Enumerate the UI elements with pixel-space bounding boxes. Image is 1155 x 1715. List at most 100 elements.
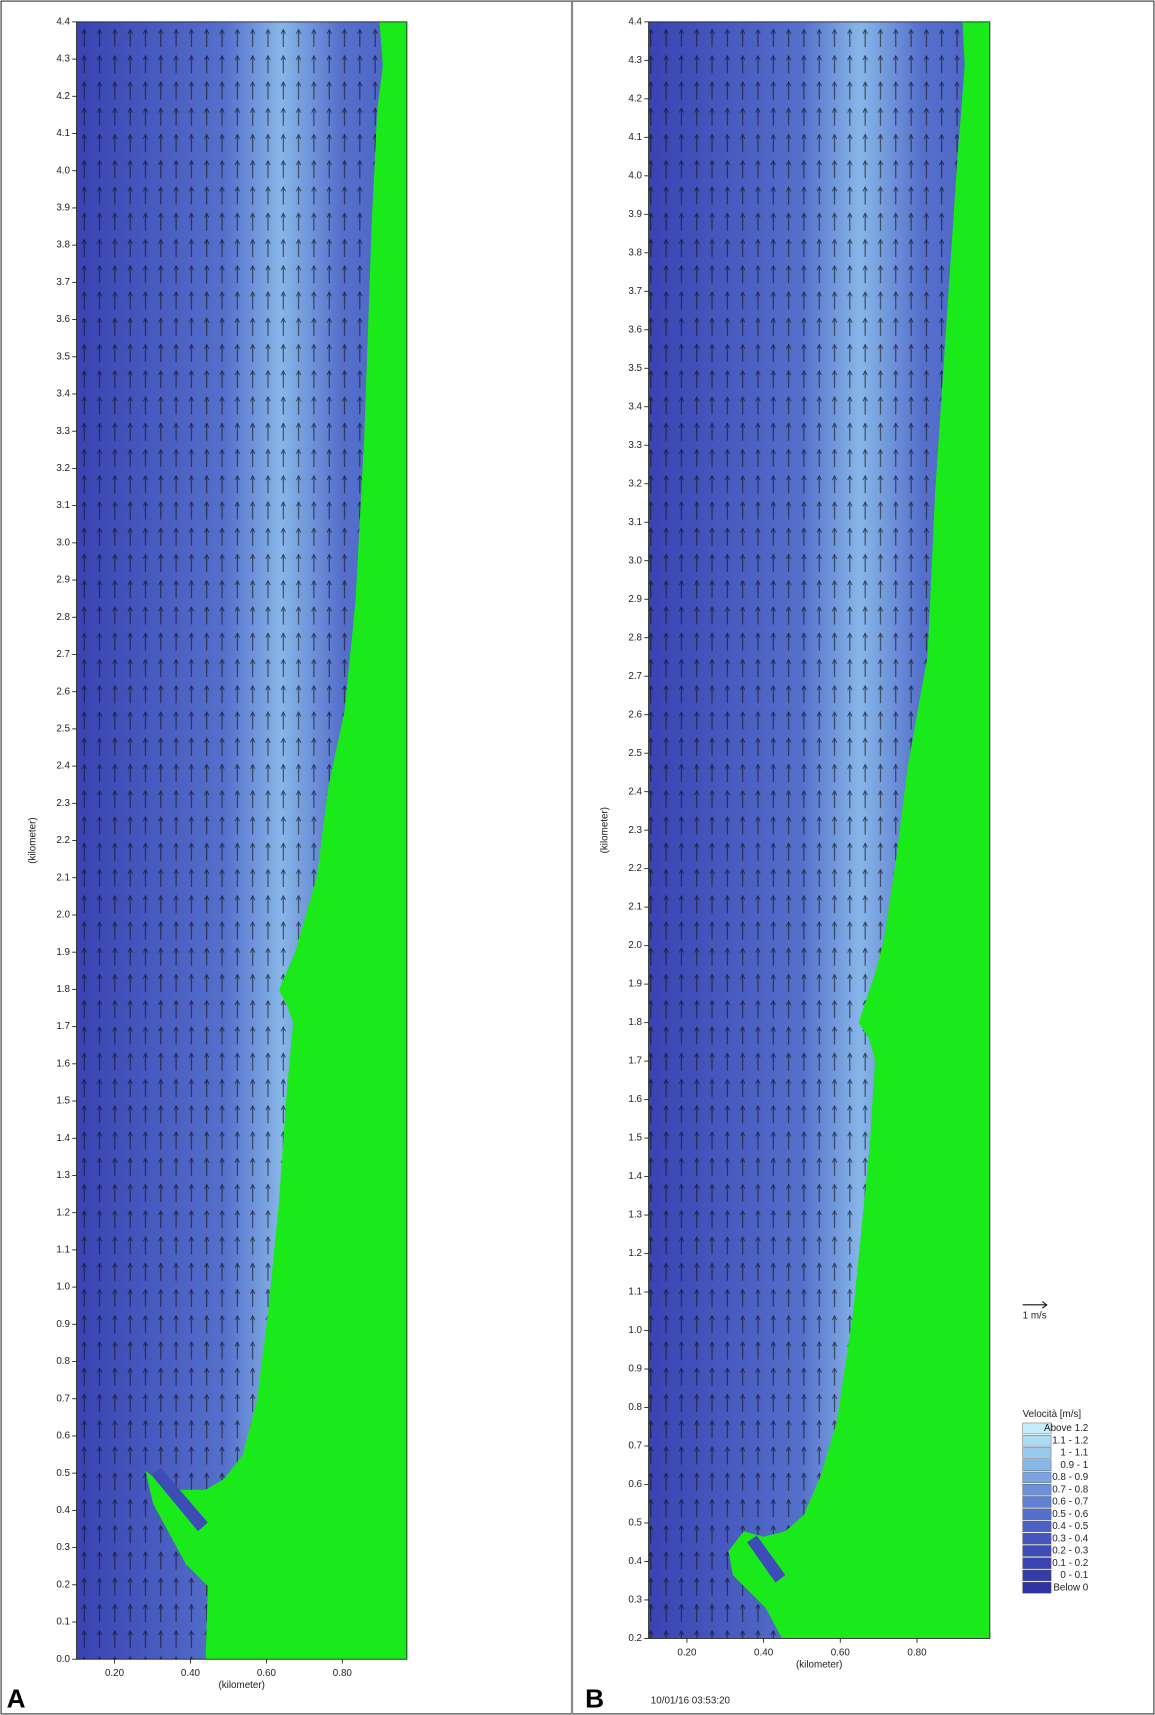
legend-label: 0.6 - 0.7	[1052, 1497, 1088, 1508]
y-tick-label: 1.2	[628, 1248, 642, 1259]
y-tick-label: 3.4	[628, 401, 642, 412]
x-tick-label: 0.40	[754, 1647, 774, 1658]
y-tick-label: 3.3	[56, 426, 70, 437]
y-tick-label: 2.0	[628, 940, 642, 951]
y-tick-label: 0.7	[628, 1441, 642, 1452]
y-tick-label: 2.0	[56, 910, 70, 921]
y-tick-label: 2.9	[628, 594, 642, 605]
figure: 0.0 0.1 0.2 0.3 0.4 0.5 0.6 0.7 0.8 0.9 1.0 1.1 1.2 1…	[0, 0, 1155, 1715]
y-tick-label: 3.8	[628, 247, 642, 258]
y-tick-label: 2.5	[628, 748, 642, 759]
legend-label: Below 0	[1053, 1582, 1088, 1593]
y-tick-label: 0.9	[628, 1364, 642, 1375]
legend-label: 0.9 - 1	[1060, 1460, 1088, 1471]
y-tick-label: 1.3	[628, 1210, 642, 1221]
y-tick-label: 0.2	[628, 1633, 642, 1644]
legend-label: 0.1 - 0.2	[1052, 1558, 1088, 1569]
y-tick-label: 1.5	[56, 1096, 70, 1107]
legend-swatch	[1023, 1570, 1051, 1581]
y-tick-label: 1.7	[56, 1021, 70, 1032]
legend-swatch	[1023, 1521, 1051, 1532]
y-tick-label: 0.0	[56, 1654, 70, 1665]
y-tick-label: 0.3	[628, 1595, 642, 1606]
timestamp: 10/01/16 03:53:20	[651, 1695, 731, 1706]
legend-label: 1 - 1.1	[1060, 1448, 1088, 1459]
y-tick-label: 2.5	[56, 724, 70, 735]
legend-label: 1.1 - 1.2	[1052, 1435, 1088, 1446]
y-tick-label: 0.7	[56, 1393, 70, 1404]
y-tick-label: 3.7	[628, 286, 642, 297]
legend-swatch	[1023, 1460, 1051, 1471]
y-tick-label: 2.4	[56, 761, 70, 772]
legend-swatch	[1023, 1545, 1051, 1556]
y-tick-label: 3.7	[56, 277, 70, 288]
x-tick-label: 0.40	[181, 1668, 201, 1679]
y-tick-label: 0.8	[628, 1402, 642, 1413]
legend-swatch	[1023, 1484, 1051, 1495]
x-tick-label: 0.60	[257, 1668, 277, 1679]
legend-swatch	[1023, 1558, 1051, 1569]
y-tick-label: 0.5	[56, 1468, 70, 1479]
y-tick-label: 3.6	[628, 324, 642, 335]
x-tick-label: 0.60	[831, 1647, 851, 1658]
y-tick-label: 4.2	[628, 93, 642, 104]
y-tick-label: 0.4	[56, 1505, 70, 1516]
y-tick-label: 3.3	[628, 440, 642, 451]
y-tick-label: 2.8	[56, 612, 70, 623]
legend-label: Above 1.2	[1044, 1423, 1088, 1434]
y-tick-label: 2.2	[56, 835, 70, 846]
x-axis-label: (kilometer)	[219, 1680, 265, 1691]
y-tick-label: 1.1	[56, 1244, 70, 1255]
y-tick-label: 3.0	[56, 537, 70, 548]
y-tick-label: 0.5	[628, 1518, 642, 1529]
y-tick-label: 3.5	[56, 351, 70, 362]
legend-label: 0 - 0.1	[1060, 1570, 1088, 1581]
y-tick-label: 3.9	[628, 209, 642, 220]
y-tick-label: 3.8	[56, 240, 70, 251]
y-tick-label: 1.1	[628, 1287, 642, 1298]
y-tick-label: 1.6	[56, 1058, 70, 1069]
y-tick-label: 0.9	[56, 1319, 70, 1330]
y-tick-label: 2.3	[628, 825, 642, 836]
y-tick-label: 1.8	[628, 1017, 642, 1028]
legend-swatch	[1023, 1435, 1051, 1446]
panel-label: B	[585, 1684, 604, 1714]
x-tick-label: 0.20	[105, 1668, 125, 1679]
y-tick-label: 4.4	[628, 16, 642, 27]
y-tick-label: 4.3	[628, 55, 642, 66]
y-tick-label: 2.2	[628, 863, 642, 874]
legend-swatch	[1023, 1472, 1051, 1483]
y-tick-label: 4.1	[56, 128, 70, 139]
y-tick-label: 3.0	[628, 555, 642, 566]
y-tick-label: 2.1	[628, 902, 642, 913]
y-tick-label: 0.6	[628, 1479, 642, 1490]
legend-swatch	[1023, 1582, 1051, 1593]
y-tick-label: 2.6	[56, 686, 70, 697]
y-tick-label: 1.5	[628, 1133, 642, 1144]
legend-label: 0.2 - 0.3	[1052, 1546, 1089, 1557]
panel: 0.20.30.40.50.60.70.80.91.01.11.21.31.41…	[585, 16, 1089, 1713]
y-tick-label: 1.3	[56, 1170, 70, 1181]
y-tick-label: 0.8	[56, 1356, 70, 1367]
legend-swatch	[1023, 1533, 1051, 1544]
legend-swatch	[1023, 1509, 1051, 1520]
y-axis-label: (kilometer)	[599, 807, 610, 853]
y-tick-label: 3.4	[56, 389, 70, 400]
y-tick-label: 1.6	[628, 1094, 642, 1105]
y-tick-label: 1.0	[628, 1325, 642, 1336]
y-tick-label: 4.3	[56, 54, 70, 65]
y-tick-label: 3.1	[56, 500, 70, 511]
y-tick-label: 3.1	[628, 517, 642, 528]
panel-label: A	[7, 1684, 26, 1714]
y-tick-label: 4.2	[56, 91, 70, 102]
y-tick-label: 4.4	[56, 16, 70, 27]
y-tick-label: 1.9	[56, 947, 70, 958]
y-tick-label: 1.0	[56, 1282, 70, 1293]
y-tick-label: 3.2	[628, 478, 642, 489]
y-tick-label: 2.8	[628, 632, 642, 643]
y-tick-label: 2.4	[628, 786, 642, 797]
legend-title: Velocità [m/s]	[1023, 1409, 1082, 1420]
y-tick-label: 0.1	[56, 1617, 70, 1628]
y-tick-label: 0.3	[56, 1542, 70, 1553]
y-tick-label: 1.7	[628, 1056, 642, 1067]
